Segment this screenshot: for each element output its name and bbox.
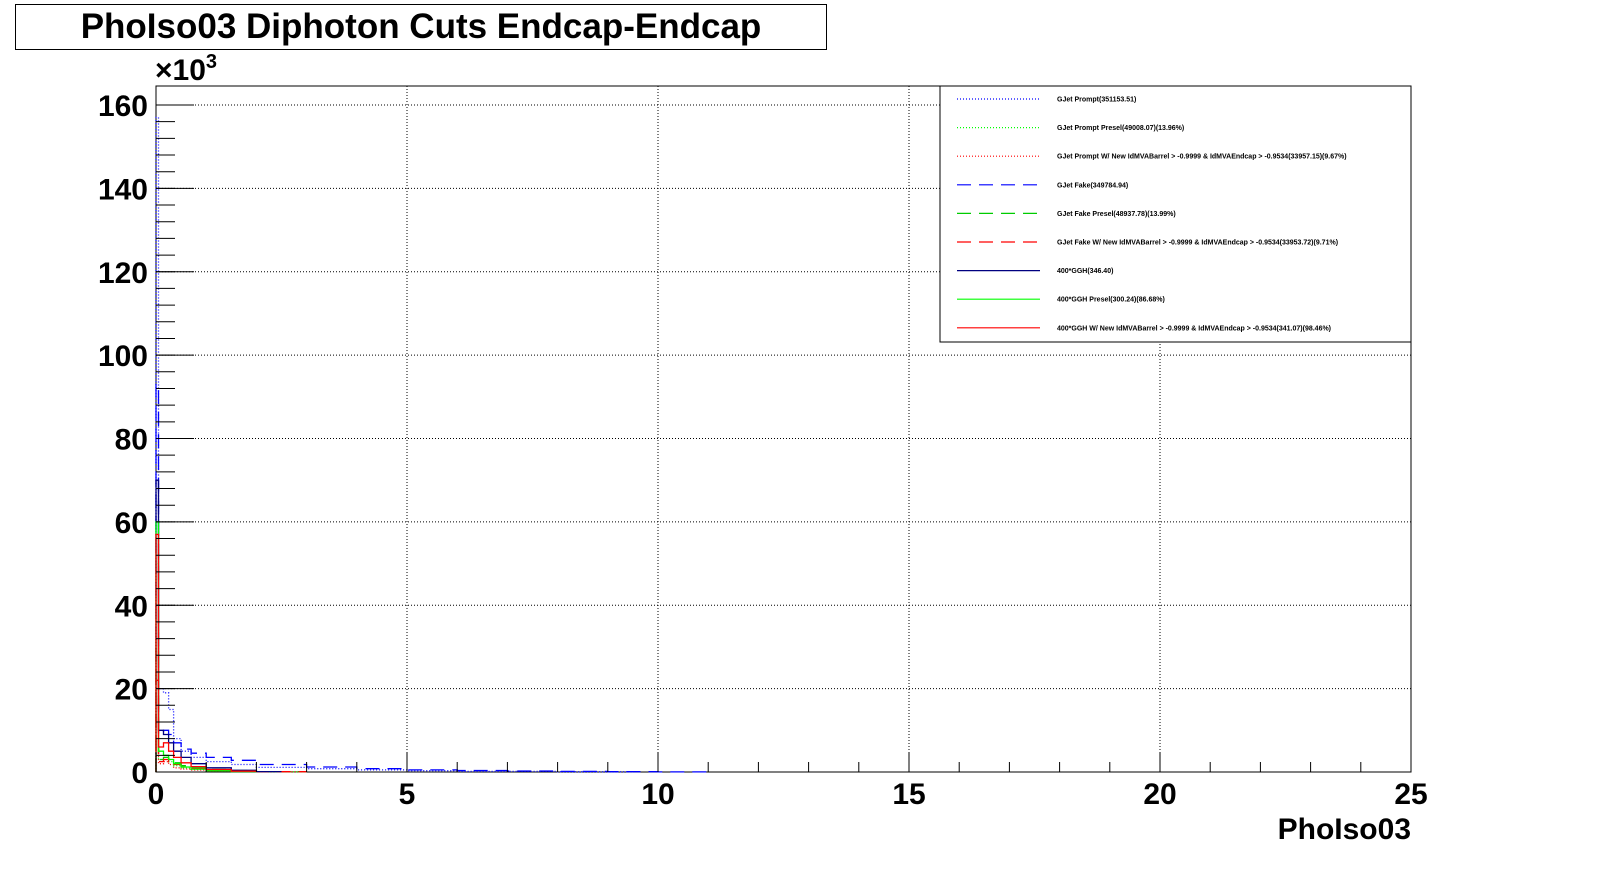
legend-label: GJet Prompt Presel(49008.07)(13.96%): [1057, 125, 1184, 132]
legend-label: GJet Fake(349784.94): [1057, 182, 1128, 189]
chart-title: PhoIso03 Diphoton Cuts Endcap-Endcap: [15, 4, 827, 50]
y-tick-label: 40: [115, 590, 148, 623]
y-tick-label: 120: [98, 257, 148, 290]
x-axis-title: PhoIso03: [1278, 813, 1411, 846]
legend-label: GJet Fake Presel(48937.78)(13.99%): [1057, 211, 1176, 218]
y-tick-labels: 0 20 40 60 80 100 120 140 160: [98, 90, 148, 790]
y-multiplier: ×103: [155, 51, 217, 87]
x-tick-label: 5: [399, 778, 416, 811]
y-tick-label: 0: [131, 757, 148, 790]
series-line: [155, 383, 709, 773]
y-tick-label: 140: [98, 173, 148, 206]
legend-label: 400*GGH(346.40): [1057, 268, 1113, 275]
legend-label: 400*GGH W/ New IdMVABarrel > -0.9999 & I…: [1057, 325, 1331, 332]
series-line: [155, 646, 307, 773]
series-line: [155, 116, 633, 773]
y-tick-label: 80: [115, 424, 148, 457]
x-tick-label: 25: [1394, 778, 1427, 811]
legend-label: 400*GGH Presel(300.24)(86.68%): [1057, 297, 1165, 304]
series-layer: [155, 116, 709, 773]
series-line: [155, 562, 307, 773]
y-tick-label: 20: [115, 674, 148, 707]
series-line: [155, 533, 257, 772]
axes: [155, 104, 1412, 773]
x-tick-labels: 0 5 10 15 20 25: [148, 778, 1428, 811]
y-tick-label: 60: [115, 507, 148, 540]
y-tick-label: 100: [98, 340, 148, 373]
x-tick-label: 20: [1143, 778, 1176, 811]
x-tick-label: 10: [641, 778, 674, 811]
legend-label: GJet Fake W/ New IdMVABarrel > -0.9999 &…: [1057, 240, 1338, 247]
legend: GJet Prompt(351153.51) GJet Prompt Presel…: [939, 85, 1412, 343]
series-line: [155, 629, 307, 773]
y-tick-label: 160: [98, 90, 148, 123]
series-line: [155, 479, 282, 773]
x-tick-label: 15: [892, 778, 925, 811]
legend-label: GJet Prompt(351153.51): [1057, 97, 1136, 104]
legend-label: GJet Prompt W/ New IdMVABarrel > -0.9999…: [1057, 154, 1347, 161]
grid-lines: [156, 86, 1411, 772]
x-tick-label: 0: [148, 778, 165, 811]
